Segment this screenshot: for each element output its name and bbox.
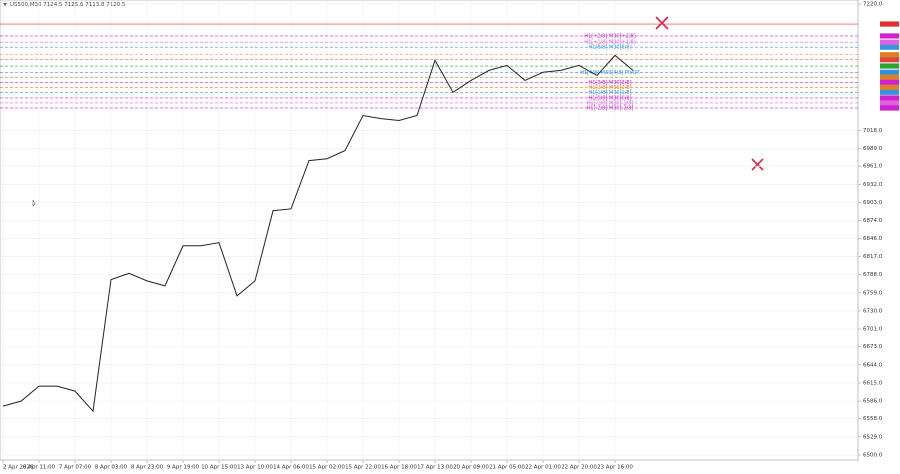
plot-frame bbox=[0, 0, 859, 461]
y-tick-label: 6788.0 bbox=[863, 272, 883, 278]
y-tick-label: 6673.0 bbox=[863, 344, 883, 350]
cursor bbox=[32, 199, 36, 207]
x-tick-label: 2 Apr 2026 bbox=[3, 465, 34, 471]
x-tick-label: 22 Apr 20:00 bbox=[561, 465, 597, 471]
chart-title: US500,M30 7124.5 7126.6 7113.8 7120.5 bbox=[10, 2, 126, 8]
price-line bbox=[2, 54, 634, 413]
x-tick-label: 6 Apr 11:00 bbox=[23, 465, 56, 471]
y-tick-label: 6846.0 bbox=[863, 236, 883, 242]
y-tick-label: 6874.0 bbox=[863, 218, 883, 224]
y-tick-label: 6500.0 bbox=[863, 453, 883, 459]
level-label: H1[1/8] M30[1/8] bbox=[588, 90, 631, 96]
y-tick-label: 6529.0 bbox=[863, 434, 883, 440]
y-tick-label: 6730.0 bbox=[863, 308, 883, 314]
y-tick-label: 6961.0 bbox=[863, 164, 883, 170]
menu-arrow bbox=[3, 3, 7, 6]
x-tick-label: 8 Apr 03:00 bbox=[95, 465, 128, 471]
level-tag bbox=[880, 39, 899, 45]
level-label: H1[-1/8] M30[-1/8] bbox=[587, 100, 634, 106]
x-tick-label: 10 Apr 15:00 bbox=[201, 465, 237, 471]
level-tag bbox=[880, 63, 899, 69]
y-tick-label: 6759.0 bbox=[863, 290, 883, 296]
y-tick-label: 6615.0 bbox=[863, 380, 883, 386]
x-tick-label: 7 Apr 07:00 bbox=[59, 465, 92, 471]
level-label: H1[8/8] M30[8/8] bbox=[588, 45, 631, 51]
y-tick-label: 6586.0 bbox=[863, 399, 883, 405]
level-tag bbox=[880, 57, 899, 63]
level-tag bbox=[880, 52, 899, 58]
level-label: H1[0/8] M30[0/8] bbox=[588, 95, 631, 101]
y-tick-label: 6644.0 bbox=[863, 362, 883, 368]
level-tag bbox=[880, 69, 899, 75]
y-tick-label: 7018.0 bbox=[863, 128, 883, 134]
y-tick-label: 6903.0 bbox=[863, 200, 883, 206]
y-tick-label: 7220.0 bbox=[863, 2, 883, 8]
y-tick-label: 6701.0 bbox=[863, 327, 883, 333]
x-tick-label: 21 Apr 05:00 bbox=[489, 465, 525, 471]
y-tick-label: 6817.0 bbox=[863, 254, 883, 260]
x-tick-label: 15 Apr 02:00 bbox=[309, 465, 345, 471]
x-tick-label: 13 Apr 10:00 bbox=[237, 465, 273, 471]
level-tag bbox=[880, 84, 899, 90]
cross-marker bbox=[655, 16, 764, 171]
x-tick-label: 9 Apr 19:00 bbox=[167, 465, 200, 471]
x-tick-label: 8 Apr 23:00 bbox=[131, 465, 164, 471]
level-tag bbox=[880, 95, 899, 101]
level-label: H1[3/8] M30[3/8] bbox=[588, 80, 631, 86]
level-tag bbox=[880, 44, 899, 50]
x-tick-label: 23 Apr 16:00 bbox=[597, 465, 633, 471]
level-tag bbox=[880, 74, 899, 80]
level-label: H1[4/8] M30[4/8] PIVOT bbox=[580, 70, 640, 76]
level-label: H1[-2/8] M30[-2/8] bbox=[587, 105, 634, 111]
level-tag bbox=[880, 21, 899, 27]
y-tick-label: 6932.0 bbox=[863, 182, 883, 188]
level-tag bbox=[880, 105, 899, 111]
x-tick-label: 14 Apr 06:00 bbox=[273, 465, 309, 471]
level-tag bbox=[880, 79, 899, 85]
x-tick-label: 16 Apr 18:00 bbox=[381, 465, 417, 471]
x-tick-label: 17 Apr 13:00 bbox=[417, 465, 453, 471]
x-tick-label: 15 Apr 22:00 bbox=[345, 465, 381, 471]
level-label: H1[2/8] M30[2/8] bbox=[588, 85, 631, 91]
x-tick-label: 22 Apr 01:00 bbox=[525, 465, 561, 471]
level-label: H1[+2/8] M30[+2/8] bbox=[584, 33, 636, 39]
level-tag bbox=[880, 100, 899, 106]
level-tag bbox=[880, 33, 899, 39]
x-tick-label: 20 Apr 09:00 bbox=[453, 465, 489, 471]
y-tick-label: 6558.0 bbox=[863, 416, 883, 422]
level-label: H1[+1/8] M30[+1/8] bbox=[584, 40, 636, 46]
level-tag bbox=[880, 89, 899, 95]
y-tick-label: 6989.0 bbox=[863, 146, 883, 152]
